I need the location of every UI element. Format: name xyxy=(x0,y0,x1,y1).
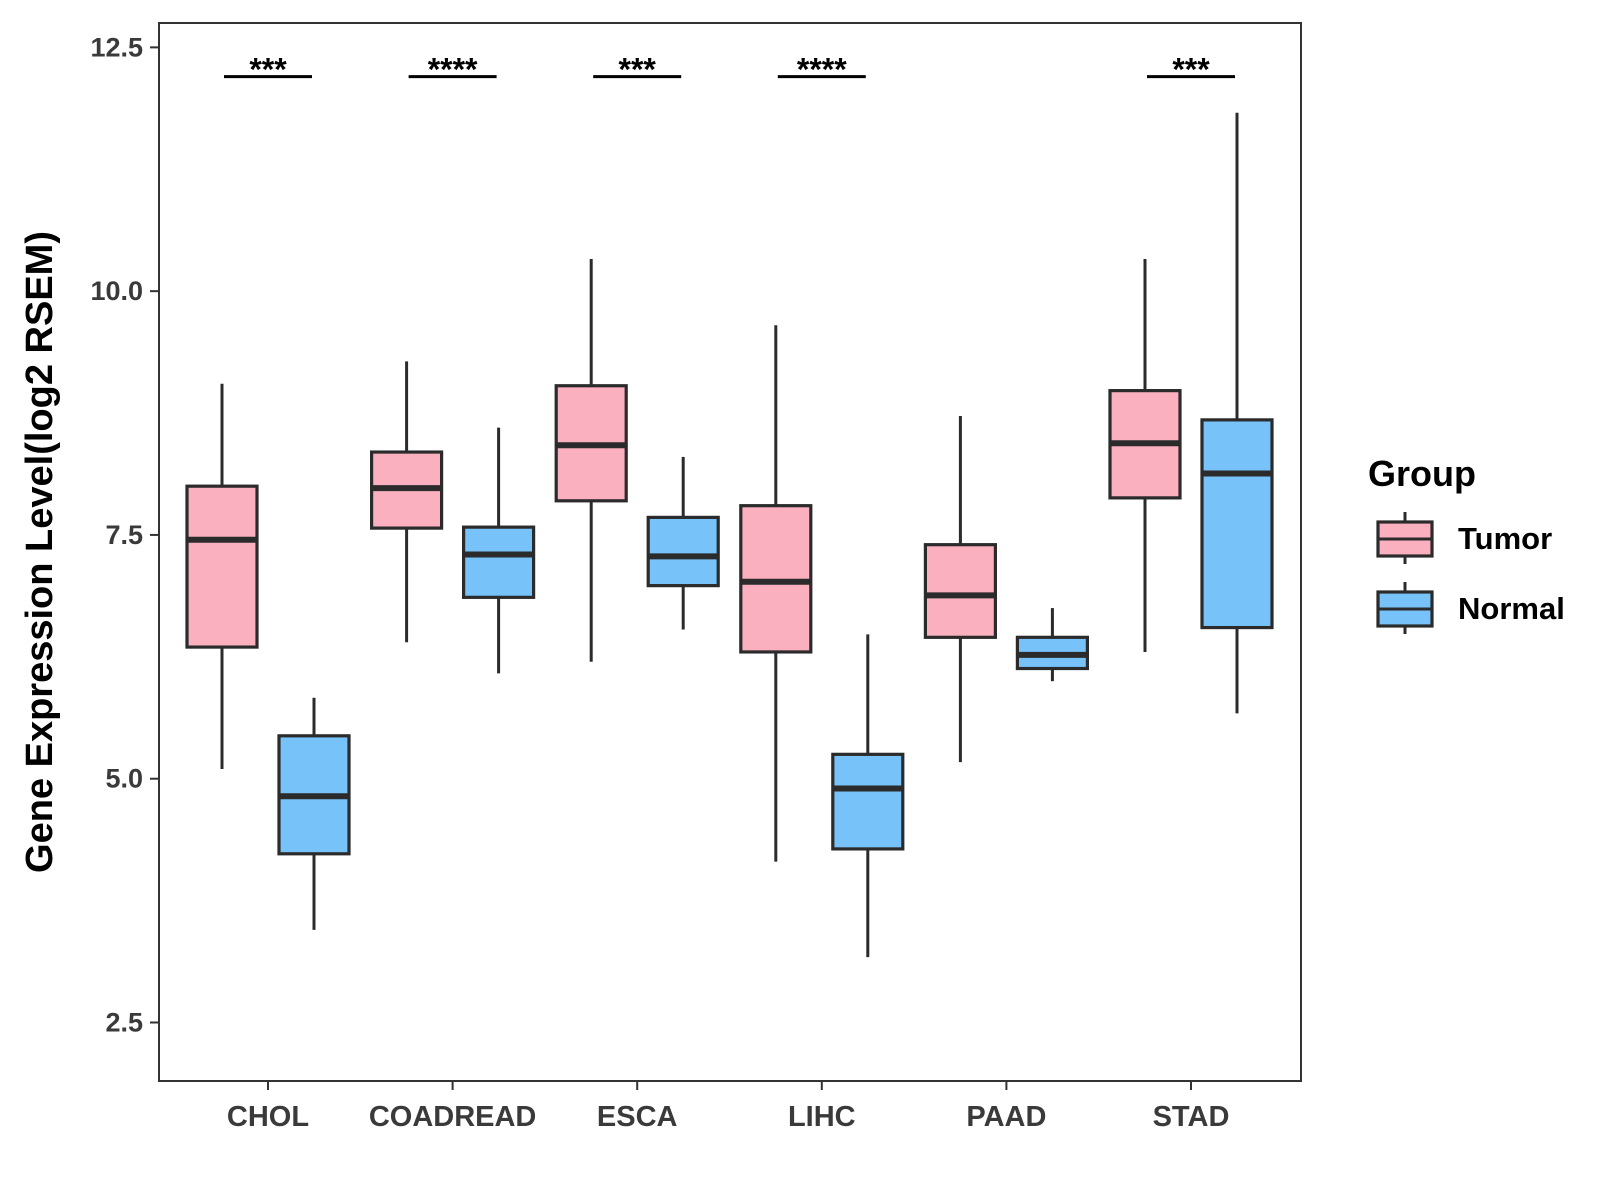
significance-label: *** xyxy=(1172,52,1210,88)
box-tumor-coadread xyxy=(370,361,444,643)
box-body xyxy=(923,543,998,639)
significance-esca: *** xyxy=(593,52,682,88)
legend-label: Tumor xyxy=(1458,521,1552,556)
legend-label: Normal xyxy=(1458,591,1565,626)
box-normal-chol xyxy=(277,697,351,930)
y-axis-title: Gene Expression Level(log2 RSEM) xyxy=(19,231,61,873)
box-body xyxy=(1200,418,1274,630)
significance-label: **** xyxy=(428,52,478,88)
y-tick-label: 2.5 xyxy=(105,1007,143,1037)
box-normal-stad xyxy=(1200,112,1274,714)
y-axis: 2.5 5.0 7.5 10.0 12.5 xyxy=(90,32,159,1037)
legend-title: Group xyxy=(1368,453,1476,494)
significance-stad: *** xyxy=(1147,52,1235,88)
x-tick-label: PAAD xyxy=(966,1101,1046,1133)
x-tick-label: CHOL xyxy=(227,1101,309,1133)
box-normal-lihc xyxy=(831,634,905,958)
legend-item-tumor: Tumor xyxy=(1376,512,1552,564)
significance-chol: *** xyxy=(224,52,312,88)
box-body xyxy=(646,515,720,588)
y-tick-label: 10.0 xyxy=(90,276,143,306)
x-tick-label: LIHC xyxy=(788,1101,856,1133)
box-normal-coadread xyxy=(462,427,536,674)
x-tick-label: STAD xyxy=(1153,1101,1230,1133)
box-tumor-stad xyxy=(1108,258,1182,652)
box-body xyxy=(462,525,536,599)
box-tumor-paad xyxy=(923,415,998,763)
plot-panel-border xyxy=(158,22,1302,1082)
legend-item-normal: Normal xyxy=(1376,582,1565,634)
y-tick-label: 5.0 xyxy=(105,764,143,794)
box-normal-esca xyxy=(646,456,720,630)
significance-lihc: **** xyxy=(777,52,866,88)
x-tick-label: COADREAD xyxy=(369,1101,537,1133)
significance-label: *** xyxy=(249,52,287,88)
significance-label: *** xyxy=(619,52,657,88)
box-tumor-lihc xyxy=(739,325,813,862)
significance-label: **** xyxy=(797,52,847,88)
y-tick-label: 7.5 xyxy=(105,520,143,550)
y-tick-label: 12.5 xyxy=(90,32,143,62)
box-normal-paad xyxy=(1015,608,1090,682)
box-tumor-chol xyxy=(185,383,259,769)
box-body xyxy=(185,484,259,649)
significance-coadread: **** xyxy=(408,52,497,88)
legend: Group Tumor Normal xyxy=(1368,453,1565,634)
box-body xyxy=(831,752,905,851)
plot-area: *** **** *** **** *** xyxy=(185,52,1274,958)
x-axis: CHOL COADREAD ESCA LIHC PAAD STAD xyxy=(227,1081,1229,1133)
x-tick-label: ESCA xyxy=(597,1101,678,1133)
box-tumor-esca xyxy=(554,258,628,662)
